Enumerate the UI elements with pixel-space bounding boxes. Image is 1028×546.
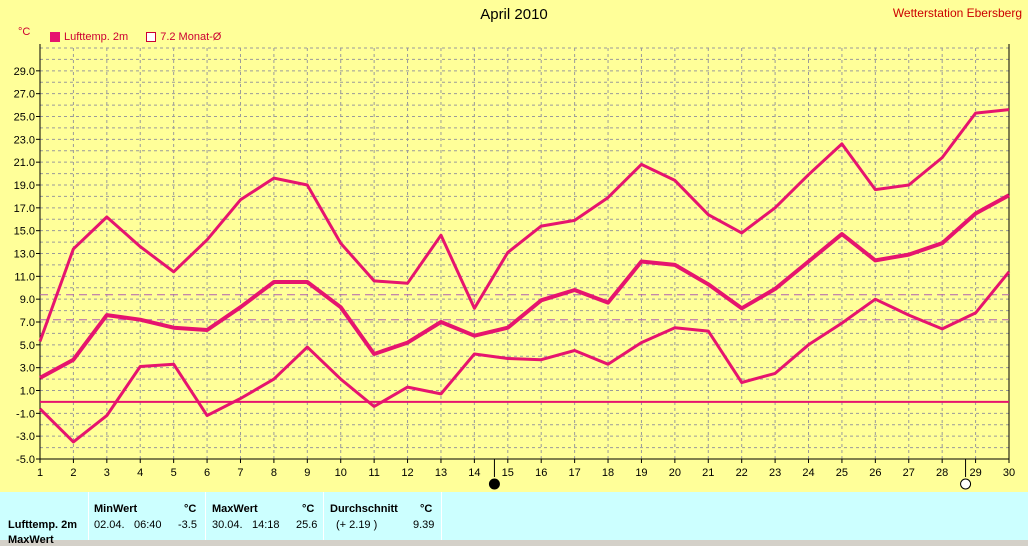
y-tick-label: 25.0 <box>14 112 35 124</box>
x-tick-label: 16 <box>535 467 547 479</box>
chart-legend: Lufttemp. 2m 7.2 Monat-Ø <box>50 31 239 43</box>
y-tick-label: -3.0 <box>16 431 35 443</box>
y-tick-label: 15.0 <box>14 226 35 238</box>
legend-item-monthly-average: 7.2 Monat-Ø <box>146 31 221 43</box>
x-tick-label: 6 <box>204 467 210 479</box>
x-tick-label: 2 <box>70 467 76 479</box>
min-time: 06:40 <box>134 519 162 531</box>
y-tick-label: 9.0 <box>20 294 35 306</box>
x-tick-label: 28 <box>936 467 948 479</box>
stats-row2-label: MaxWert <box>8 534 54 546</box>
legend-label-monthly-average: 7.2 Monat-Ø <box>160 31 222 43</box>
y-tick-label: 5.0 <box>20 340 35 352</box>
series-line-3 <box>38 270 1011 444</box>
station-name: Wetterstation Ebersberg <box>892 6 1022 20</box>
y-tick-label: -1.0 <box>16 408 35 420</box>
x-tick-label: 29 <box>969 467 981 479</box>
x-tick-label: 11 <box>368 467 379 479</box>
x-tick-label: 4 <box>137 467 143 479</box>
y-tick-label: 11.0 <box>14 271 35 283</box>
x-tick-label: 17 <box>568 467 580 479</box>
y-tick-label: 3.0 <box>20 363 35 375</box>
y-tick-label: 17.0 <box>14 203 35 215</box>
stats-divider <box>205 492 206 540</box>
y-tick-label: 21.0 <box>14 157 35 169</box>
x-tick-label: 1 <box>37 467 43 479</box>
min-header: MinWert <box>94 503 138 515</box>
x-tick-label: 3 <box>104 467 110 479</box>
x-tick-label: 14 <box>468 467 480 479</box>
x-tick-label: 19 <box>635 467 647 479</box>
statistics-panel: Lufttemp. 2m MaxWert MinWert °C 02.04. 0… <box>0 492 1028 546</box>
stats-divider <box>323 492 324 540</box>
x-tick-label: 22 <box>736 467 748 479</box>
avg-unit: °C <box>420 503 433 515</box>
min-value: -3.5 <box>178 519 197 531</box>
temperature-chart: -5.0 -3.0 -1.0 1.0 3.0 5.0 7.0 9.0 11.0 13.0 15.0 1… <box>14 44 1015 490</box>
max-date: 30.04. <box>212 519 243 531</box>
stats-row-label: Lufttemp. 2m <box>8 519 78 531</box>
x-tick-label: 5 <box>171 467 177 479</box>
series-line-1 <box>38 108 1010 342</box>
max-unit: °C <box>302 503 315 515</box>
y-tick-label: -5.0 <box>16 454 35 466</box>
x-tick-label: 18 <box>602 467 614 479</box>
x-tick-label: 26 <box>869 467 881 479</box>
stats-divider <box>441 492 442 540</box>
x-tick-label: 7 <box>237 467 243 479</box>
x-tick-label: 30 <box>1003 467 1015 479</box>
legend-label-temperature: Lufttemp. 2m <box>64 31 129 43</box>
y-axis-unit: °C <box>18 26 31 38</box>
max-time: 14:18 <box>252 519 280 531</box>
stats-divider <box>88 492 89 540</box>
legend-item-temperature: Lufttemp. 2m <box>50 31 128 43</box>
series-line-2 <box>39 193 1010 380</box>
chart-area: -5.0 -3.0 -1.0 1.0 3.0 5.0 7.0 9.0 11.0 13.0 15.0 1… <box>0 0 1028 492</box>
min-unit: °C <box>184 503 197 515</box>
y-tick-label: 13.0 <box>14 249 35 261</box>
x-tick-label: 27 <box>903 467 915 479</box>
x-tick-label: 8 <box>271 467 277 479</box>
full-moon-icon <box>960 478 972 490</box>
avg-value: 9.39 <box>413 519 435 531</box>
y-tick-label: 19.0 <box>14 180 35 192</box>
y-tick-label: 1.0 <box>20 386 35 398</box>
x-tick-label: 23 <box>769 467 781 479</box>
avg-header: Durchschnitt <box>330 503 398 515</box>
avg-delta: (+ 2.19 ) <box>336 519 378 531</box>
x-tick-label: 9 <box>304 467 310 479</box>
y-tick-label: 7.0 <box>20 317 35 329</box>
y-tick-label: 29.0 <box>14 66 35 78</box>
chart-title: April 2010 <box>480 6 548 23</box>
x-tick-label: 25 <box>836 467 848 479</box>
x-tick-label: 13 <box>435 467 447 479</box>
x-tick-label: 12 <box>401 467 413 479</box>
legend-swatch-filled <box>50 32 60 42</box>
x-tick-label: 24 <box>802 467 814 479</box>
legend-swatch-empty <box>146 32 157 42</box>
new-moon-icon <box>488 478 500 490</box>
x-tick-label: 15 <box>502 467 514 479</box>
min-date: 02.04. <box>94 519 125 531</box>
y-tick-label: 23.0 <box>14 134 35 146</box>
x-tick-label: 20 <box>669 467 681 479</box>
x-tick-label: 10 <box>335 467 347 479</box>
max-value: 25.6 <box>296 519 318 531</box>
y-tick-label: 27.0 <box>14 89 35 101</box>
max-header: MaxWert <box>212 503 258 515</box>
x-tick-label: 21 <box>702 467 714 479</box>
